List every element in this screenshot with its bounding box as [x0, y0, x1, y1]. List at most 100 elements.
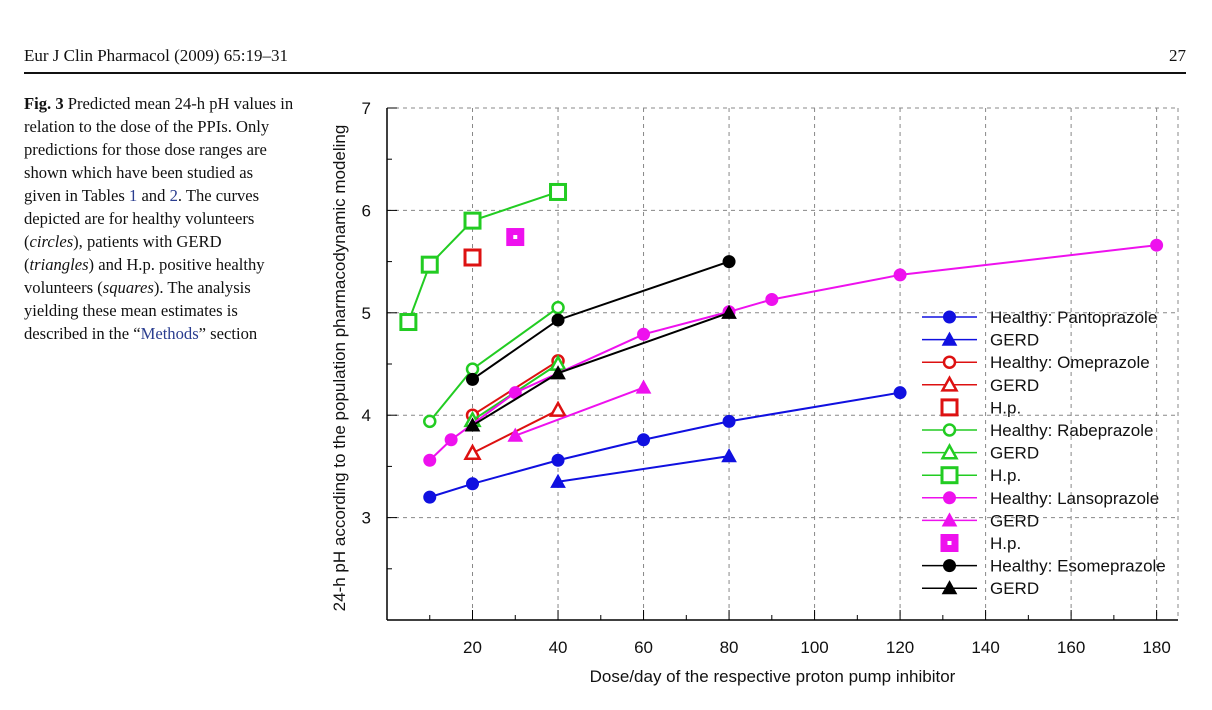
legend-label: H.p.: [990, 534, 1021, 553]
series-8-point: [444, 433, 458, 447]
series-4-point: [463, 248, 482, 267]
legend-marker: [941, 580, 958, 595]
legend-label: H.p.: [990, 466, 1021, 485]
table-ref-1[interactable]: 1: [129, 186, 138, 205]
methods-link[interactable]: Methods: [140, 324, 199, 343]
legend-marker: [940, 534, 959, 552]
caption-italic: circles: [29, 232, 74, 251]
journal-citation: Eur J Clin Pharmacol (2009) 65:19–31: [24, 46, 288, 65]
y-tick-label: 6: [362, 201, 371, 220]
series-0-point: [466, 477, 480, 491]
legend-marker: [942, 423, 957, 437]
series-10-point: [506, 228, 525, 247]
legend-label: H.p.: [990, 398, 1021, 417]
series-3-point: [463, 443, 482, 460]
y-axis-label: 24-h pH according to the population phar…: [330, 125, 349, 612]
series-7-line: [407, 191, 559, 323]
series-12-point: [721, 304, 737, 319]
series-12-point: [464, 417, 481, 432]
series-0-point: [722, 414, 736, 428]
legend-marker: [941, 512, 958, 527]
series-11-line: [471, 260, 730, 381]
series-7-point: [549, 182, 568, 201]
series-9-point: [635, 379, 652, 394]
x-tick-label: 160: [1057, 638, 1085, 657]
legend-marker: [943, 491, 956, 505]
x-tick-label: 60: [634, 638, 653, 657]
legend-label: GERD: [990, 376, 1039, 395]
legend-label: GERD: [990, 579, 1039, 598]
series-8-point: [423, 453, 437, 467]
caption-italic: squares: [102, 278, 154, 297]
series-3-point: [548, 400, 568, 417]
series-12-point: [550, 365, 566, 380]
header-rule: [24, 72, 1186, 74]
page-number: 27: [1169, 46, 1186, 65]
series-0-line: [429, 391, 901, 499]
series-9-point: [507, 427, 524, 442]
series-8-point: [1150, 238, 1164, 252]
x-tick-label: 140: [971, 638, 999, 657]
legend-marker: [940, 375, 959, 392]
caption-text: . The curves depicted are for healthy vo…: [24, 186, 260, 251]
legend-label: GERD: [990, 331, 1039, 350]
series-9-line: [514, 386, 644, 437]
caption-text: and: [137, 186, 170, 205]
series-1-line: [557, 455, 730, 483]
y-tick-label: 5: [362, 304, 371, 323]
figure-label: Fig. 3: [24, 94, 64, 113]
series-0-point: [551, 453, 565, 467]
caption-text: ) and H.p. positive healthy volunteers (: [24, 255, 265, 297]
series-8-point: [637, 327, 651, 341]
series-1-point: [550, 473, 566, 488]
series-0-point: [893, 386, 907, 400]
series-7-point: [463, 211, 482, 230]
y-tick-label: 4: [362, 406, 371, 425]
x-tick-label: 180: [1142, 638, 1170, 657]
series-11-point: [722, 255, 736, 269]
series-7-point: [399, 313, 418, 332]
x-tick-label: 100: [800, 638, 828, 657]
series-1-point: [721, 448, 737, 463]
series-11-point: [551, 313, 565, 327]
y-tick-label: 3: [362, 509, 371, 528]
x-tick-label: 40: [549, 638, 568, 657]
series-12-line: [471, 311, 730, 427]
legend-marker: [943, 559, 956, 573]
legend-label: GERD: [990, 444, 1039, 463]
table-ref-2[interactable]: 2: [169, 186, 178, 205]
caption-text: ” section: [198, 324, 258, 343]
legend-label: Healthy: Rabeprazole: [990, 421, 1153, 440]
legend-label: Healthy: Omeprazole: [990, 353, 1150, 372]
series-0-point: [423, 490, 437, 504]
series-11-point: [466, 372, 480, 386]
legend-marker: [943, 310, 956, 324]
caption-italic: triangles: [29, 255, 89, 274]
legend-marker: [942, 355, 957, 369]
legend-marker: [940, 443, 959, 460]
figure-caption: Fig. 3 Predicted mean 24-h pH values in …: [24, 92, 294, 345]
caption-text: ), patients with GERD (: [24, 232, 222, 274]
x-tick-label: 20: [463, 638, 482, 657]
series-10-point-dot: [513, 235, 518, 240]
series-0-point: [637, 433, 651, 447]
y-tick-label: 7: [362, 99, 371, 118]
series-7-point: [420, 255, 439, 274]
series-5-point: [551, 300, 565, 315]
page-header: Eur J Clin Pharmacol (2009) 65:19–31 27: [24, 40, 1186, 70]
legend-marker: [941, 331, 958, 346]
legend-marker: [940, 398, 959, 417]
series-8-point: [893, 268, 907, 282]
caption-text: Predicted mean 24-h pH values in relatio…: [24, 94, 294, 205]
caption-text: ). The analysis yielding these mean esti…: [24, 278, 251, 343]
legend-label: Healthy: Esomeprazole: [990, 557, 1166, 576]
series-8-line: [429, 244, 1157, 461]
legend-marker: [940, 466, 959, 485]
x-axis-label: Dose/day of the respective proton pump i…: [590, 667, 956, 686]
legend-label: Healthy: Lansoprazole: [990, 489, 1159, 508]
x-tick-label: 80: [720, 638, 739, 657]
legend-label: GERD: [990, 511, 1039, 530]
series-8-point: [765, 292, 779, 306]
legend-label: Healthy: Pantoprazole: [990, 308, 1157, 327]
